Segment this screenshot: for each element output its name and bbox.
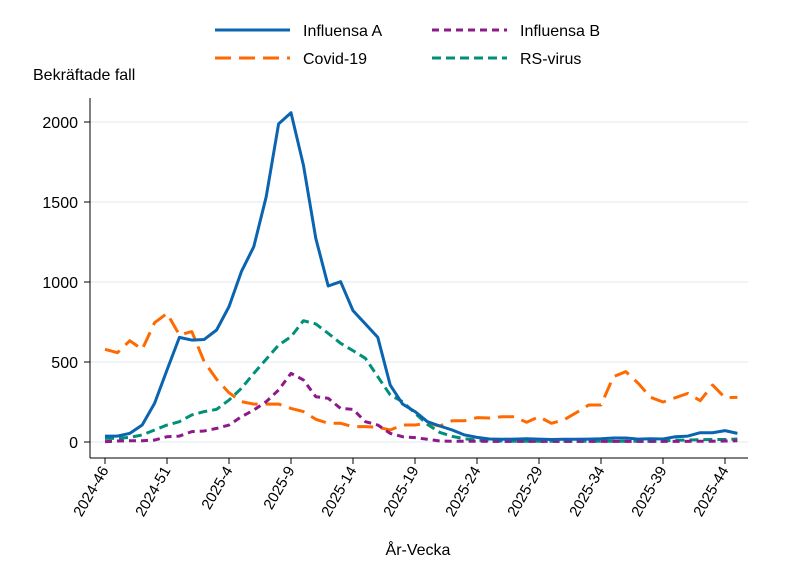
y-tick-label: 2000 bbox=[42, 115, 78, 132]
series-line-covid-19 bbox=[104, 311, 738, 432]
series-lines bbox=[104, 111, 738, 444]
x-tick-label: 2025-4 bbox=[198, 464, 236, 513]
y-tick-label: 0 bbox=[69, 435, 78, 452]
legend-label: RS-virus bbox=[520, 51, 581, 68]
legend-label: Covid-19 bbox=[303, 51, 367, 68]
x-tick-label: 2024-46 bbox=[70, 464, 112, 520]
x-tick-label: 2025-34 bbox=[566, 464, 608, 520]
series-line-influensa-a bbox=[105, 111, 738, 441]
x-tick-label: 2025-29 bbox=[504, 464, 546, 520]
series-line-rs-virus bbox=[105, 319, 738, 443]
y-axis-title: Bekräftade fall bbox=[33, 67, 135, 84]
x-tick-label: 2025-44 bbox=[690, 464, 732, 520]
axes: 0 500 1000 1500 2000 2024-46 2024-51 2025-4 2025… bbox=[42, 98, 748, 520]
x-tick-label: 2024-51 bbox=[132, 464, 174, 520]
x-tick-label: 2025-24 bbox=[442, 464, 484, 520]
x-tick-label: 2025-39 bbox=[628, 464, 670, 520]
x-tick-label: 2025-14 bbox=[318, 464, 360, 520]
legend-label: Influensa A bbox=[303, 23, 383, 40]
y-tick-label: 1000 bbox=[42, 275, 78, 292]
y-tick-label: 500 bbox=[51, 355, 78, 372]
x-axis-title: År-Vecka bbox=[386, 540, 451, 559]
series-line-influensa-b bbox=[104, 371, 738, 444]
x-tick-label: 2025-9 bbox=[260, 464, 298, 513]
y-tick-label: 1500 bbox=[42, 195, 78, 212]
legend-label: Influensa B bbox=[520, 23, 600, 40]
x-tick-label: 2025-19 bbox=[380, 464, 422, 520]
legend: Influensa A Influensa B Covid-19 RS-virus bbox=[215, 23, 600, 68]
gridlines bbox=[90, 121, 748, 443]
